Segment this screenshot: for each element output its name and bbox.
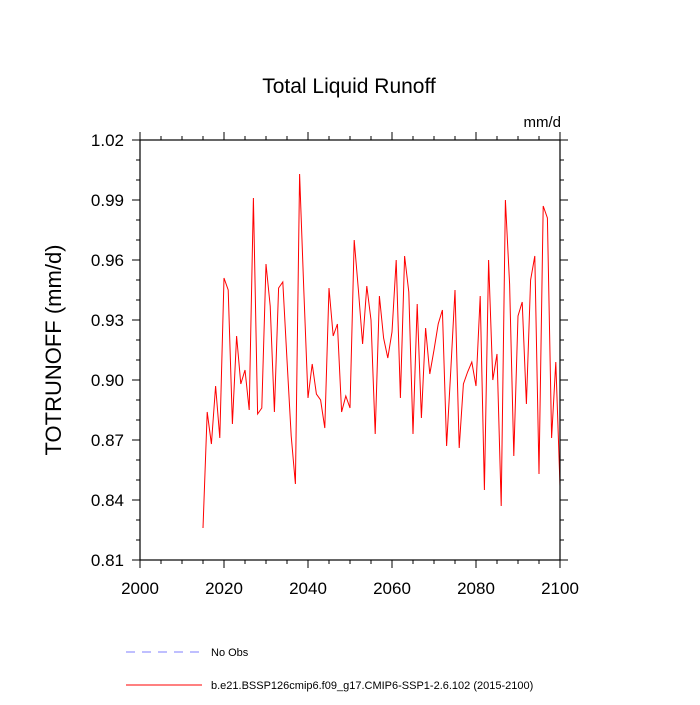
y-tick-label: 1.02 bbox=[91, 131, 124, 150]
x-tick-label: 2040 bbox=[289, 579, 327, 598]
x-tick-label: 2000 bbox=[121, 579, 159, 598]
y-tick-label: 0.81 bbox=[91, 551, 124, 570]
y-tick-label: 0.87 bbox=[91, 431, 124, 450]
tick-labels: 2000 2020 2040 2060 2080 2100 0.81 0.84 0.87 0.90… bbox=[91, 131, 579, 598]
y-tick-label: 0.90 bbox=[91, 371, 124, 390]
x-tick-label: 2100 bbox=[541, 579, 579, 598]
units-label: mm/d bbox=[524, 114, 562, 131]
legend: No Obs b.e21.BSSP126cmip6.f09_g17.CMIP6-… bbox=[126, 647, 533, 692]
chart-title: Total Liquid Runoff bbox=[262, 75, 436, 98]
legend-label-model: b.e21.BSSP126cmip6.f09_g17.CMIP6-SSP1-2.… bbox=[211, 680, 533, 692]
legend-label-no-obs: No Obs bbox=[211, 647, 249, 659]
y-tick-label: 0.84 bbox=[91, 491, 124, 510]
y-axis-label: TOTRUNOFF (mm/d) bbox=[41, 244, 66, 455]
x-tick-label: 2080 bbox=[457, 579, 495, 598]
y-tick-label: 0.99 bbox=[91, 191, 124, 210]
series-line bbox=[202, 173, 561, 529]
plot-frame bbox=[139, 139, 561, 561]
x-tick-label: 2060 bbox=[373, 579, 411, 598]
y-tick-label: 0.93 bbox=[91, 311, 124, 330]
y-tick-label: 0.96 bbox=[91, 251, 124, 270]
x-tick-label: 2020 bbox=[205, 579, 243, 598]
series-group bbox=[202, 173, 561, 529]
axis-ticks bbox=[132, 132, 568, 568]
